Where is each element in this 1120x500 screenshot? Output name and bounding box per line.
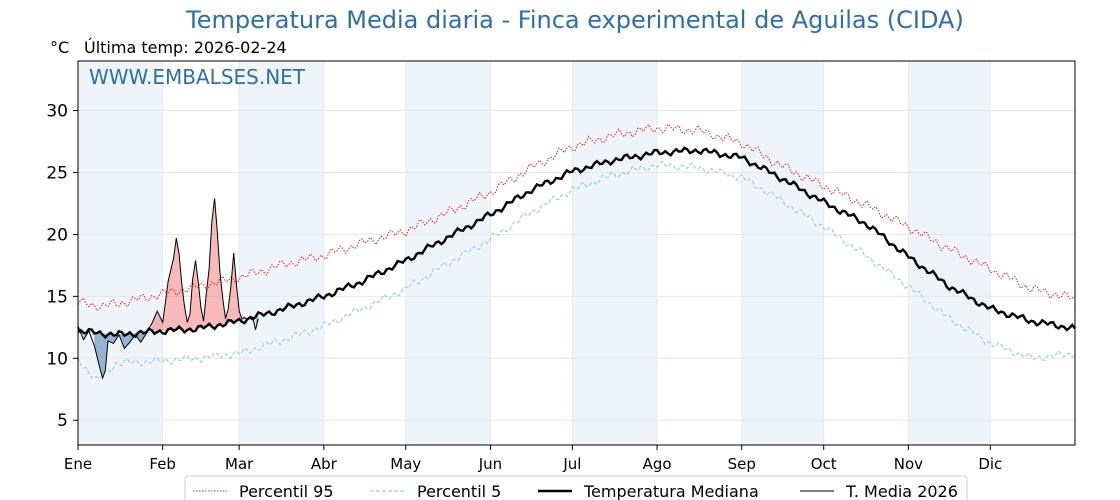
x-tick-label: Ene xyxy=(64,455,92,473)
x-tick-label: Nov xyxy=(894,455,923,473)
chart-title: Temperatura Media diaria - Finca experim… xyxy=(186,6,964,34)
series-mediana-line xyxy=(77,146,1076,340)
legend-box xyxy=(184,475,968,500)
legend-label-p95: Percentil 95 xyxy=(239,482,334,500)
legend-label-p5: Percentil 5 xyxy=(417,482,501,500)
x-tick-label: Dic xyxy=(978,455,1002,473)
last-temp-label: Última temp: 2026-02-24 xyxy=(84,38,287,57)
x-tick-label: Abr xyxy=(311,455,338,473)
x-tick-label: Oct xyxy=(811,455,837,473)
x-tick-label: Jul xyxy=(562,455,581,473)
x-tick-label: May xyxy=(390,455,421,473)
x-tick-label: Sep xyxy=(728,455,756,473)
month-band xyxy=(78,61,163,445)
plot-frame xyxy=(77,60,1076,446)
y-tick-label: 5 xyxy=(57,411,68,431)
series-media-2026-line xyxy=(77,198,259,380)
y-tick-label: 20 xyxy=(46,225,68,245)
x-tick-label: Ago xyxy=(643,455,672,473)
y-unit-label: °C xyxy=(50,38,70,57)
x-tick-label: Feb xyxy=(149,455,176,473)
below-median-area xyxy=(94,331,152,379)
legend-label-median: Temperatura Mediana xyxy=(583,482,759,500)
legend: Percentil 95 Percentil 5 Temperatura Media… xyxy=(184,475,968,500)
y-tick-label: 25 xyxy=(46,163,68,183)
above-median-area xyxy=(151,198,248,332)
month-band xyxy=(741,61,824,445)
series-percentil-95-line xyxy=(77,123,1076,312)
month-band xyxy=(239,61,324,445)
y-tick-label: 30 xyxy=(46,102,68,122)
x-tick-label: Mar xyxy=(225,455,254,473)
month-band xyxy=(908,61,991,445)
y-tick-label: 15 xyxy=(46,287,68,307)
legend-label-current: T. Media 2026 xyxy=(845,482,958,500)
y-tick-label: 10 xyxy=(46,349,68,369)
x-tick-label: Jun xyxy=(478,455,502,473)
month-band xyxy=(572,61,658,445)
watermark: WWW.EMBALSES.NET xyxy=(89,65,306,89)
